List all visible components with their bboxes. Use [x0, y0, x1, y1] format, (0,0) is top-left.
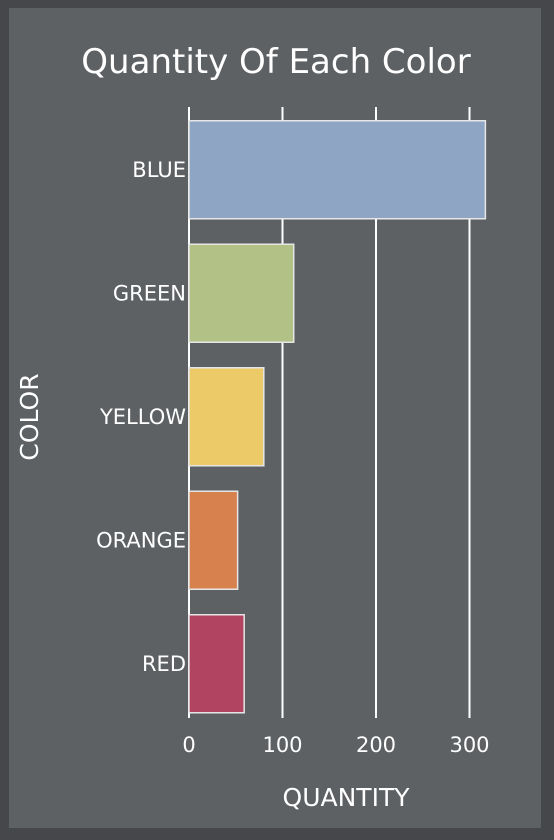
- category-label-blue: BLUE: [132, 158, 186, 182]
- x-axis-label: QUANTITY: [283, 783, 411, 812]
- bar-orange: [188, 490, 239, 590]
- category-label-yellow: YELLOW: [99, 405, 186, 429]
- category-label-green: GREEN: [113, 281, 186, 305]
- y-axis-label: COLOR: [15, 373, 44, 460]
- bar-yellow: [188, 367, 265, 467]
- chart-title: Quantity Of Each Color: [81, 42, 470, 82]
- x-tick-label: 200: [356, 733, 396, 757]
- category-label-red: RED: [142, 652, 186, 676]
- bar-green: [188, 243, 295, 343]
- bar-blue: [188, 120, 487, 220]
- x-tick-labels: 0 100 200 300: [182, 733, 489, 757]
- bars: [188, 120, 487, 714]
- x-tick-label: 0: [182, 733, 195, 757]
- x-tick-label: 100: [262, 733, 302, 757]
- x-tick-label: 300: [449, 733, 489, 757]
- bar-red: [188, 614, 245, 714]
- category-label-orange: ORANGE: [96, 528, 186, 552]
- category-labels: BLUE GREEN YELLOW ORANGE RED: [96, 158, 186, 676]
